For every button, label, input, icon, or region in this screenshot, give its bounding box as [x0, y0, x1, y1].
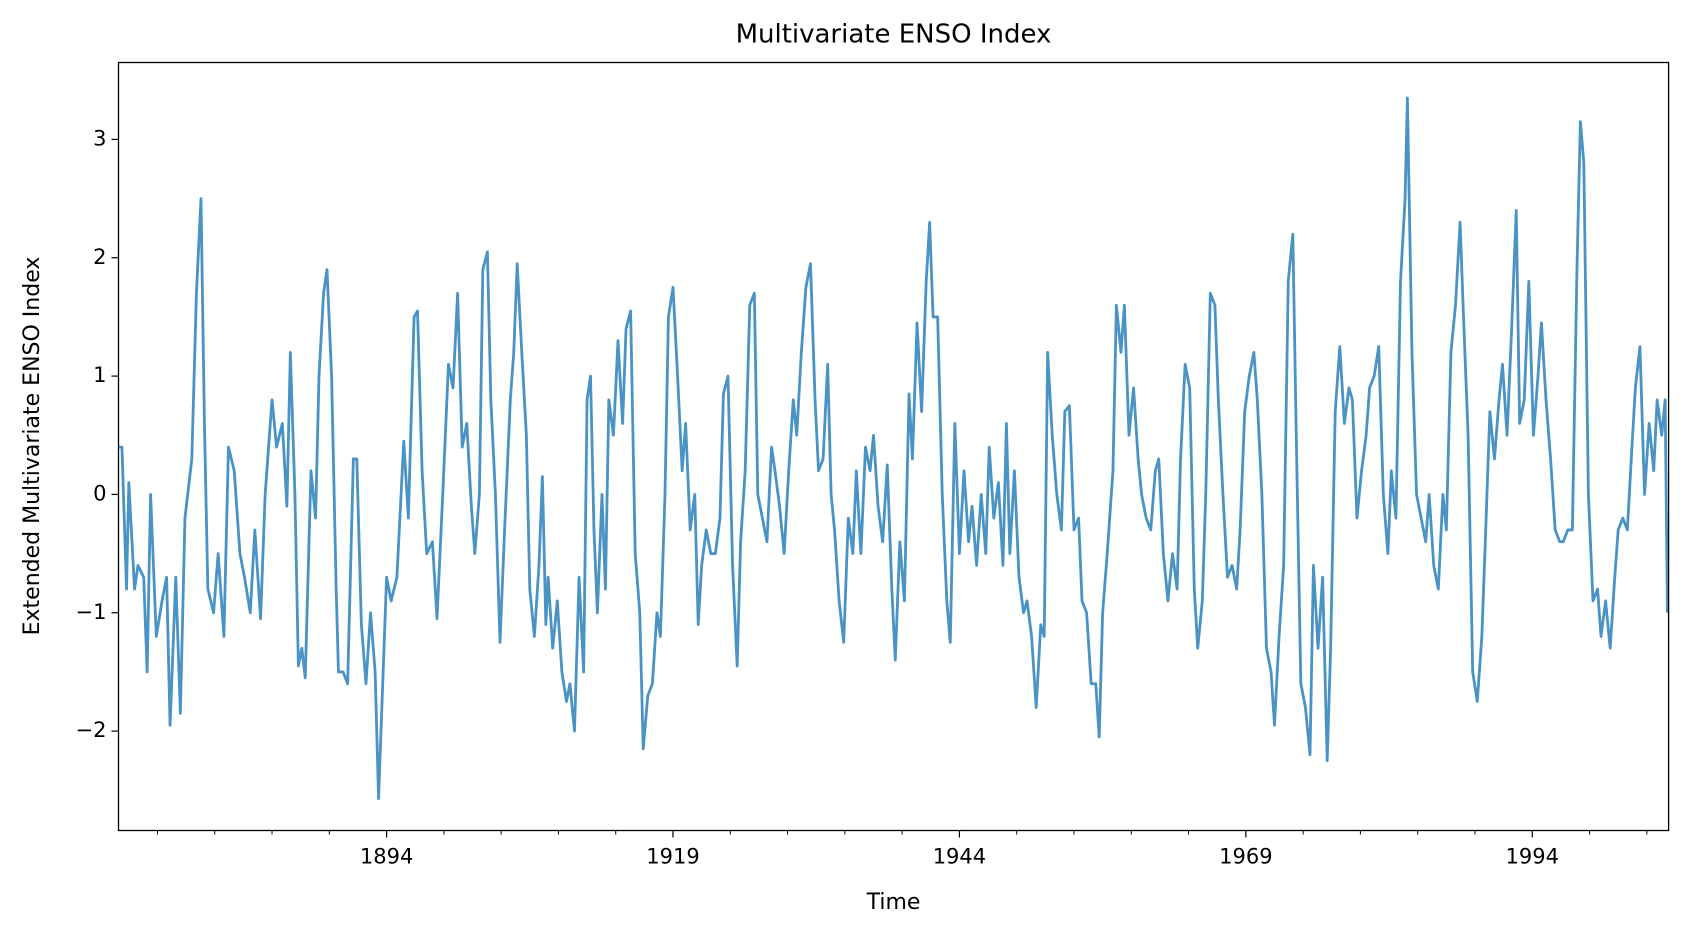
chart-title: Multivariate ENSO Index: [736, 20, 1052, 50]
x-axis-label: Time: [866, 890, 921, 915]
data-line: [118, 96, 1669, 800]
x-tick-label: 1944: [933, 845, 986, 869]
y-tick-label: 1: [93, 363, 106, 387]
x-tick-label: 1919: [646, 845, 699, 869]
y-tick-label: 2: [93, 245, 106, 269]
y-tick-label: 0: [93, 481, 106, 505]
y-tick-label: −1: [76, 600, 107, 624]
plot-frame: [117, 61, 1670, 832]
x-tick-label: 1969: [1219, 845, 1272, 869]
y-tick-label: −2: [76, 718, 107, 742]
x-tick-label: 1994: [1506, 845, 1559, 869]
y-axis-label: Extended Multivariate ENSO Index: [20, 257, 45, 636]
y-tick-label: 3: [93, 126, 106, 150]
x-tick-label: 1894: [360, 845, 413, 869]
